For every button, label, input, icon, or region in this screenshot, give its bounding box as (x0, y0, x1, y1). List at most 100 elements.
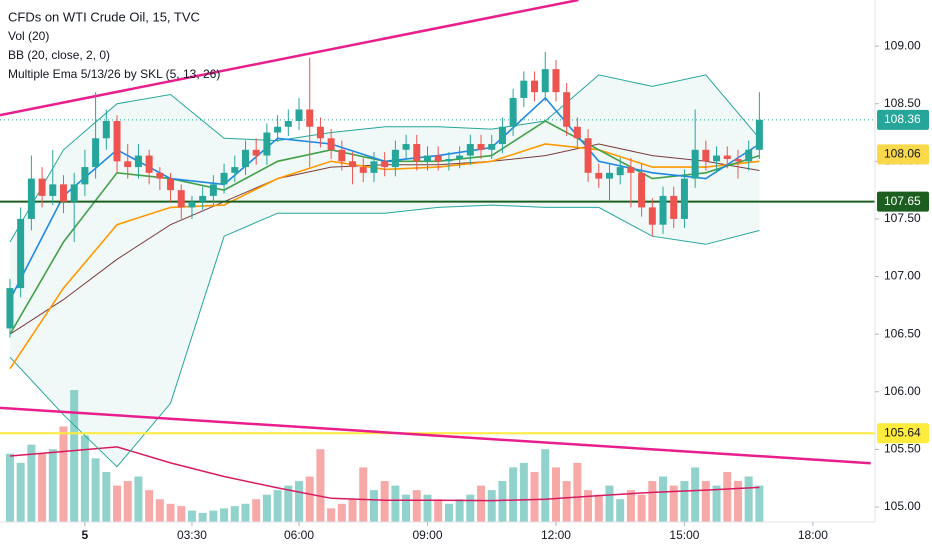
candle-body (488, 144, 496, 150)
candle-body (734, 159, 742, 162)
volume-bar (209, 510, 218, 522)
volume-bar (284, 485, 293, 522)
volume-bar (455, 499, 464, 522)
legend-line: Vol (20) (8, 29, 49, 43)
volume-bar (295, 481, 304, 522)
bb-upper (9, 74, 760, 243)
volume-bar (316, 449, 325, 522)
y-tick-label: 107.00 (884, 269, 921, 283)
candle-body (381, 161, 389, 168)
candle-body (755, 119, 763, 150)
candle-body (177, 190, 185, 208)
price-label: 108.06 (884, 147, 921, 161)
candle-body (59, 184, 67, 202)
x-tick-label: 06:00 (284, 528, 314, 542)
volume-bar (659, 476, 668, 522)
candle-body (209, 184, 217, 196)
volume-bar (48, 449, 57, 522)
volume-bar (359, 467, 368, 522)
volume-bar (123, 481, 132, 522)
y-tick-label: 107.50 (884, 211, 921, 225)
volume-bar (155, 499, 164, 522)
volume-bar (423, 494, 432, 522)
volume-bar (680, 481, 689, 522)
volume-bar (562, 481, 571, 522)
volume-bar (541, 449, 550, 522)
candle-body (520, 80, 528, 98)
candle-body (670, 195, 678, 219)
legend-line: BB (20, close, 2, 0) (8, 48, 110, 62)
volume-bar (59, 426, 68, 522)
volume-bar (262, 494, 271, 522)
x-tick-label: 15:00 (669, 528, 699, 542)
price-label-box (877, 109, 929, 130)
candle-body (102, 120, 110, 139)
trend-line (0, 0, 579, 117)
volume-bar (434, 499, 443, 522)
price-label: 107.65 (884, 194, 921, 208)
volume-bar (80, 435, 89, 522)
candle-body (456, 155, 464, 160)
candle-body (745, 149, 753, 162)
volume-bar (691, 467, 700, 522)
volume-bar (166, 503, 175, 522)
candle-body (231, 167, 239, 173)
candle-body (498, 126, 506, 145)
candle-body (595, 172, 603, 179)
volume-bar (594, 494, 603, 522)
candle-body (445, 159, 453, 162)
candle-body (113, 120, 121, 162)
candle-body (584, 138, 592, 173)
volume-bar (38, 453, 47, 522)
volume-bar (412, 490, 421, 522)
candle-body (648, 207, 656, 225)
x-tick-label: 09:00 (412, 528, 442, 542)
candle-body (17, 218, 25, 289)
candle-body (477, 144, 485, 150)
candle-body (188, 201, 196, 208)
candle-body (359, 167, 367, 173)
x-tick-label: 12:00 (541, 528, 571, 542)
candle-body (284, 120, 292, 127)
volume-bar (391, 485, 400, 522)
volume-bar (519, 462, 528, 522)
candle-body (38, 178, 46, 196)
candle-body (70, 184, 78, 202)
candle-body (241, 149, 249, 168)
candle-body (402, 144, 410, 150)
volume-bar (498, 481, 507, 522)
candle-body (627, 167, 635, 173)
bb-lower (9, 204, 760, 468)
axes: 105.00 105.50 106.00 106.50 107.00 107.50 108.… (82, 38, 929, 542)
volume-bar (241, 503, 250, 522)
volume-bar (380, 481, 389, 522)
plot-area (0, 0, 875, 522)
candle-body (145, 155, 153, 173)
candle-body (605, 172, 613, 179)
y-tick-label: 105.50 (884, 442, 921, 456)
legend-line: Multiple Ema 5/13/26 by SKL (5, 13, 26) (8, 67, 220, 81)
volume-bar (102, 471, 111, 522)
volume-bar (5, 453, 14, 522)
candle-body (134, 155, 142, 168)
volume-bar (220, 508, 229, 522)
volume-bar (530, 471, 539, 522)
volume-bar (70, 390, 79, 522)
candle-body (638, 172, 646, 208)
volume-bar (487, 490, 496, 522)
candle-body (274, 126, 282, 133)
volume-bar (712, 485, 721, 522)
y-tick-label: 106.00 (884, 384, 921, 398)
volume-bar (755, 485, 764, 522)
candle-body (167, 178, 175, 191)
volume-bar (626, 490, 635, 522)
volume-bar (91, 458, 100, 522)
y-tick-label: 105.00 (884, 499, 921, 513)
x-tick-label: 18:00 (798, 528, 828, 542)
candle-body (434, 155, 442, 162)
volume-bar (337, 503, 346, 522)
candle-body (81, 167, 89, 185)
candle-body (466, 144, 474, 156)
volume-bar (187, 510, 196, 522)
volume-bar (273, 490, 282, 522)
